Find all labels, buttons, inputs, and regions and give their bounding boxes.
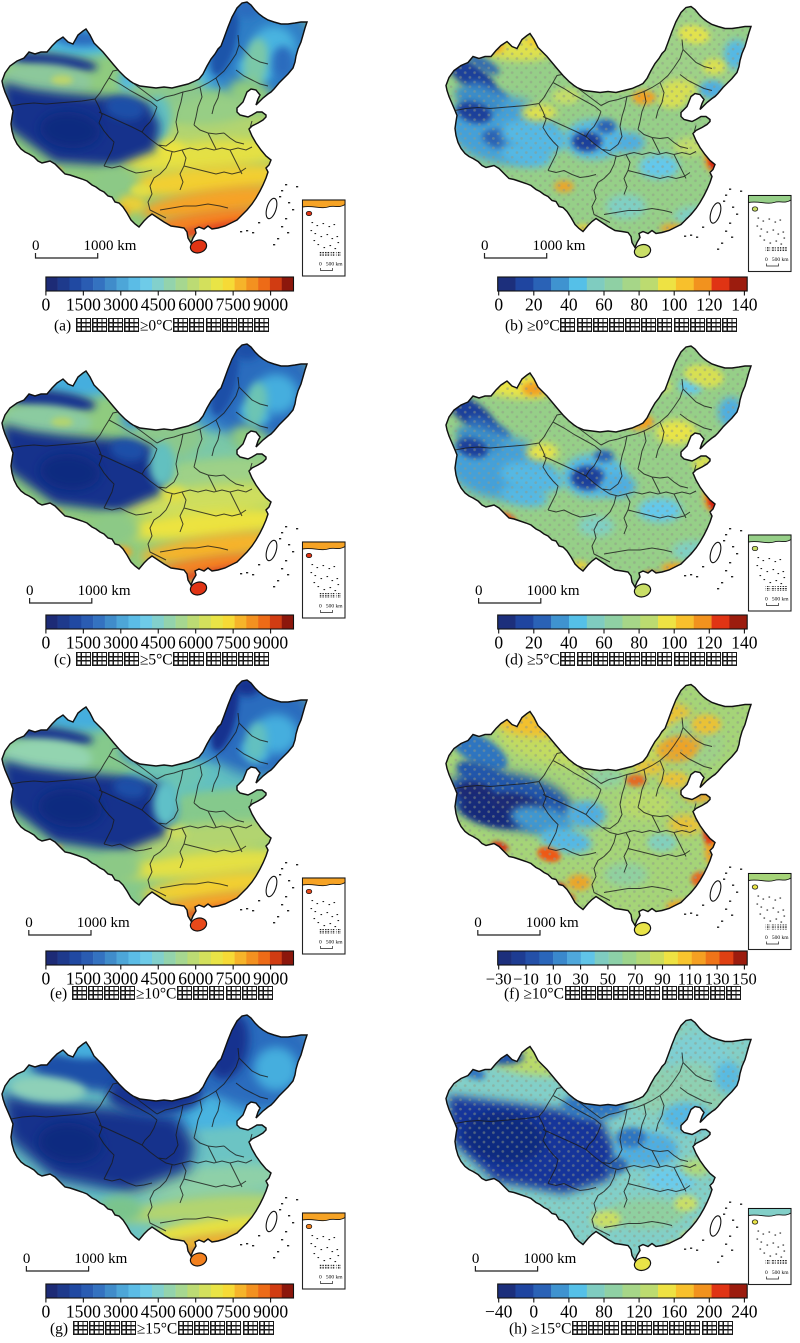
svg-text:3000: 3000 [103,633,138,653]
svg-text:1000 km: 1000 km [77,915,130,931]
svg-text:0 500 km: 0 500 km [765,1270,789,1276]
svg-text:6000: 6000 [178,969,213,989]
svg-text:−30: −30 [486,970,512,989]
svg-text:1000 km: 1000 km [523,1251,576,1267]
svg-text:4500: 4500 [141,633,176,653]
svg-text:80: 80 [630,295,648,315]
svg-text:4500: 4500 [141,969,176,989]
svg-text:50: 50 [600,970,617,989]
svg-text:0: 0 [32,238,40,254]
svg-text:9000: 9000 [253,1302,288,1322]
svg-text:160: 160 [661,1302,688,1322]
svg-text:1000 km: 1000 km [533,238,586,254]
svg-text:240: 240 [731,1302,758,1322]
svg-text:7500: 7500 [216,1302,251,1322]
svg-text:0: 0 [42,1302,51,1322]
svg-text:0: 0 [474,915,482,931]
svg-text:0 500 km: 0 500 km [765,597,789,603]
svg-text:0 500 km: 0 500 km [765,935,789,941]
svg-text:1500: 1500 [66,1302,101,1322]
svg-text:1000 km: 1000 km [526,915,579,931]
svg-text:3000: 3000 [103,295,138,315]
svg-text:0: 0 [25,915,33,931]
svg-text:1500: 1500 [66,295,101,315]
svg-text:80: 80 [630,633,648,653]
svg-text:0: 0 [529,1302,538,1322]
svg-text:1000 km: 1000 km [78,583,131,599]
svg-text:120: 120 [626,1302,653,1322]
svg-text:110: 110 [678,970,702,989]
svg-text:1500: 1500 [66,633,101,653]
svg-text:20: 20 [525,295,543,315]
svg-text:1500: 1500 [66,969,101,989]
svg-text:1000 km: 1000 km [84,238,137,254]
svg-text:1000 km: 1000 km [74,1251,127,1267]
svg-text:60: 60 [595,295,613,315]
svg-text:140: 140 [731,295,758,315]
svg-text:100: 100 [661,295,688,315]
svg-text:130: 130 [705,970,730,989]
svg-text:120: 120 [696,295,723,315]
svg-text:6000: 6000 [178,295,213,315]
svg-text:140: 140 [731,633,758,653]
svg-text:0: 0 [23,1251,31,1267]
svg-text:0 500 km: 0 500 km [319,940,343,946]
svg-text:4500: 4500 [141,295,176,315]
svg-text:0 500 km: 0 500 km [319,262,343,268]
svg-text:6000: 6000 [178,633,213,653]
svg-text:40: 40 [560,295,578,315]
svg-text:60: 60 [595,633,613,653]
svg-text:40: 40 [560,1302,578,1322]
svg-text:0 500 km: 0 500 km [319,1275,343,1281]
svg-text:7500: 7500 [216,295,251,315]
svg-text:3000: 3000 [103,1302,138,1322]
svg-text:7500: 7500 [216,633,251,653]
svg-text:80: 80 [595,1302,613,1322]
svg-text:100: 100 [661,633,688,653]
svg-text:0: 0 [26,583,34,599]
svg-text:4500: 4500 [141,1302,176,1322]
svg-text:0: 0 [481,238,489,254]
svg-text:0: 0 [42,633,51,653]
svg-text:10: 10 [545,970,562,989]
svg-text:30: 30 [572,970,589,989]
svg-text:−10: −10 [513,970,539,989]
svg-text:90: 90 [654,970,671,989]
svg-text:6000: 6000 [178,1302,213,1322]
svg-text:7500: 7500 [216,969,251,989]
svg-text:0 500 km: 0 500 km [765,257,789,263]
svg-text:−40: −40 [485,1302,513,1322]
svg-text:3000: 3000 [103,969,138,989]
svg-text:1000 km: 1000 km [527,583,580,599]
svg-text:150: 150 [732,970,757,989]
svg-text:9000: 9000 [253,969,288,989]
svg-text:0: 0 [494,295,503,315]
svg-text:0: 0 [42,969,51,989]
svg-text:9000: 9000 [253,633,288,653]
svg-text:200: 200 [696,1302,723,1322]
svg-text:120: 120 [696,633,723,653]
svg-text:0: 0 [475,583,483,599]
svg-text:20: 20 [525,633,543,653]
svg-text:0: 0 [494,633,503,653]
svg-text:40: 40 [560,633,578,653]
svg-text:0: 0 [42,295,51,315]
svg-text:0 500 km: 0 500 km [319,604,343,610]
svg-text:0: 0 [472,1251,480,1267]
svg-text:70: 70 [627,970,644,989]
svg-text:9000: 9000 [253,295,288,315]
